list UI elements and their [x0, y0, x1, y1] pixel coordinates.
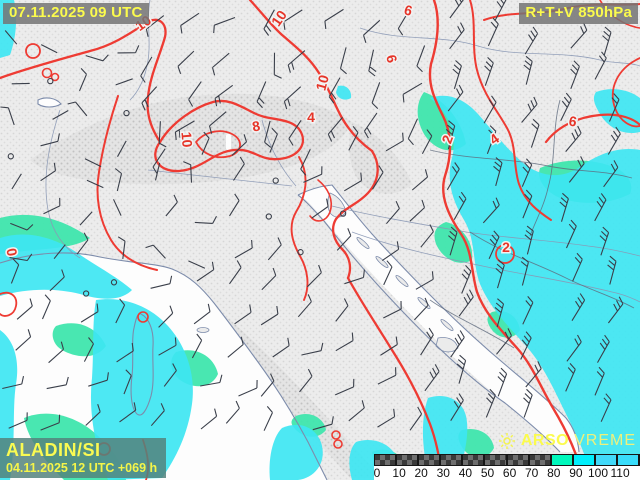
colorbar-tick-labels: 0 10 20 30 40 50 60 70 80 90 100 110: [374, 466, 640, 480]
colorbar-tick: 90: [569, 466, 583, 480]
colorbar-cell: [595, 455, 617, 465]
colorbar-tick: 50: [480, 466, 495, 480]
wind-barbs: [0, 0, 624, 431]
contour-label: 4: [307, 109, 315, 125]
valid-time-stamp: 07.11.2025 09 UTC: [3, 3, 149, 24]
colorbar-tick: 110: [610, 466, 630, 480]
model-info-box: ALADIN/SI 04.11.2025 12 UTC +069 h: [0, 438, 167, 478]
coastlines: [0, 97, 580, 480]
colorbar-cell: [419, 455, 440, 465]
logo-vreme-text: VREME: [574, 432, 636, 449]
sun-icon: [498, 433, 515, 449]
colorbar: 0 10 20 30 40 50 60 70 80 90 100 110: [374, 454, 640, 480]
valid-time-text: 07.11.2025 09 UTC: [9, 4, 143, 21]
colorbar-tick: 60: [502, 466, 517, 480]
contour-label: 10: [312, 73, 332, 92]
colorbar-cell: [573, 455, 594, 465]
colorbar-tick: 100: [587, 466, 609, 480]
colorbar-cell: [551, 455, 572, 465]
colorbar-cells: [374, 454, 640, 466]
colorbar-cell: [441, 455, 462, 465]
colorbar-cell: [507, 455, 528, 465]
colorbar-tick: 70: [525, 466, 539, 480]
logo-arso-text: ARSO: [520, 432, 570, 449]
colorbar-cell: [375, 455, 396, 465]
colorbar-cell: [463, 455, 484, 465]
colorbar-tick: 0: [373, 466, 381, 480]
colorbar-cell: [618, 455, 639, 465]
colorbar-cell: [397, 455, 418, 465]
contour-label: 10: [178, 131, 195, 148]
contour-label: 2: [502, 239, 510, 255]
model-name: ALADIN/SI: [6, 440, 101, 460]
colorbar-tick: 20: [414, 466, 428, 480]
product-text: R+T+V 850hPa: [525, 4, 632, 21]
product-stamp: R+T+V 850hPa: [519, 3, 638, 24]
run-info: 04.11.2025 12 UTC +069 h: [6, 461, 158, 475]
colorbar-cell: [485, 455, 506, 465]
colorbar-cell: [529, 455, 550, 465]
arso-vreme-logo: ARSO VREME: [498, 432, 636, 450]
colorbar-tick: 40: [458, 466, 473, 480]
colorbar-tick: 30: [436, 466, 450, 480]
colorbar-tick: 10: [392, 466, 406, 480]
colorbar-tick: 80: [547, 466, 561, 480]
